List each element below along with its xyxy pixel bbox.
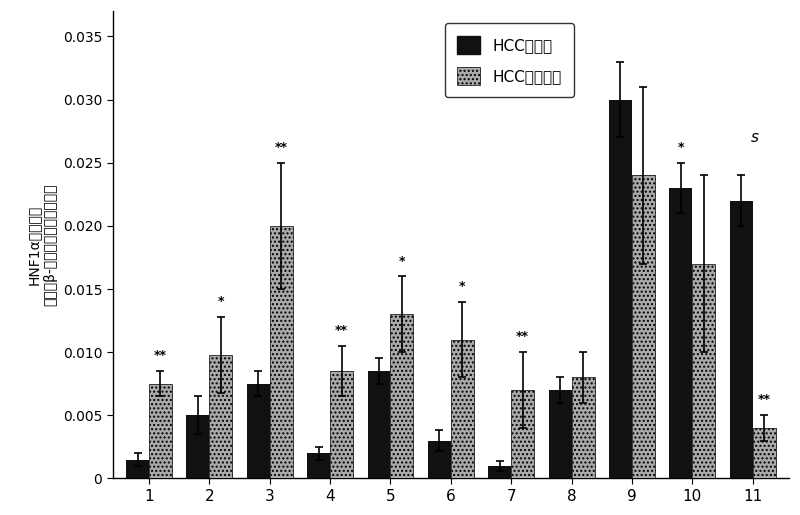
Text: **: ** <box>758 393 770 406</box>
Bar <box>428 440 451 478</box>
Bar <box>149 384 172 478</box>
Bar <box>330 371 353 478</box>
Bar <box>210 355 232 478</box>
Bar <box>571 377 594 478</box>
Text: s: s <box>750 130 758 145</box>
Bar <box>307 453 330 478</box>
Text: **: ** <box>335 324 348 337</box>
Bar <box>488 466 511 478</box>
Y-axis label: HNF1α基因表达
（针对β-肌动蛋白进行归一化）: HNF1α基因表达 （针对β-肌动蛋白进行归一化） <box>27 183 58 306</box>
Text: **: ** <box>274 141 288 154</box>
Bar <box>730 200 753 478</box>
Legend: HCC癌组织, HCC癌旁组织: HCC癌组织, HCC癌旁组织 <box>445 23 574 97</box>
Bar <box>609 99 632 478</box>
Bar <box>270 226 293 478</box>
Bar <box>126 459 149 478</box>
Bar <box>670 188 692 478</box>
Text: *: * <box>678 141 684 154</box>
Bar <box>753 428 776 478</box>
Bar <box>632 175 655 478</box>
Bar <box>246 384 270 478</box>
Bar <box>451 339 474 478</box>
Text: *: * <box>459 280 466 293</box>
Bar <box>511 390 534 478</box>
Bar <box>186 415 210 478</box>
Text: *: * <box>398 254 405 267</box>
Bar <box>367 371 390 478</box>
Text: **: ** <box>516 330 529 344</box>
Text: **: ** <box>154 349 167 362</box>
Bar <box>390 314 414 478</box>
Bar <box>692 264 715 478</box>
Bar <box>549 390 571 478</box>
Text: *: * <box>218 295 224 308</box>
